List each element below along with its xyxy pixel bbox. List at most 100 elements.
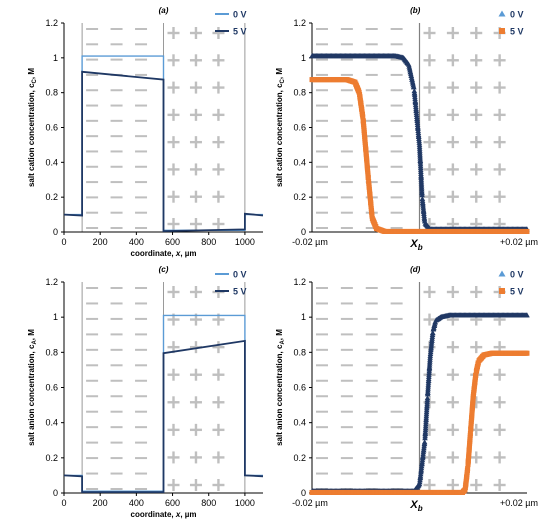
y-tick-label: 1.2 [45,277,58,287]
data-point [465,466,471,472]
legend-entry: 5 V [499,27,524,37]
y-tick-label: 0.4 [45,418,58,428]
boundary-label: Xb [409,238,422,252]
y-tick-label: 1 [301,53,306,63]
data-point [435,315,442,321]
x-tick-label-right: +0.02 µm [500,498,538,508]
data-point [410,84,417,90]
legend-entry: 0 V [498,270,524,280]
data-point [419,192,425,198]
series-five-v [63,70,264,233]
x-tick-label: 200 [93,498,108,508]
legend-swatch [498,270,506,277]
legend-label: 0 V [510,270,524,280]
y-tick-label: 0.6 [45,123,58,133]
legend-label: 5 V [510,287,524,297]
data-point [415,482,421,488]
data-point [480,354,486,360]
panel-d: 0 0.2 0.4 0.6 0.8 1 1.2 -0.02 µm +0.02 µm Xb salt … [275,265,538,513]
data-point [424,395,431,401]
y-tick-label: 0.6 [45,383,58,393]
x-tick-label-right: +0.02 µm [500,237,538,247]
data-point [427,354,433,360]
data-point [360,114,366,120]
y-axis-label: salt cation concentration, cC, M [275,68,286,187]
y-tick-label: 0.6 [293,123,306,133]
y-tick-label: 0.4 [45,157,58,167]
panel-c: 0 0.2 0.4 0.6 0.8 1 1.2 0 200 400 600 800 1000 coordi… [27,265,264,519]
y-tick-label: 0.2 [293,192,306,202]
panel-title: (d) [410,265,421,274]
data-point [365,175,371,181]
panel-title: (b) [410,6,421,15]
legend-label: 0 V [233,270,247,280]
x-tick-label: 0 [61,498,66,508]
y-axis-label: salt cation concentration, cC, M [27,68,38,187]
legend-swatch [498,10,506,17]
legend-label: 0 V [233,10,247,20]
y-tick-label: 0 [53,488,58,498]
panel-title: (a) [159,6,169,15]
legend-entry: 0 V [215,10,247,20]
data-point [378,227,384,233]
y-tick-label: 0.8 [45,88,58,98]
data-point [432,319,438,325]
series-line [63,339,264,494]
x-axis-label: coordinate, x, µm [131,249,197,258]
data-point [470,395,476,401]
y-tick-label: 1 [53,53,58,63]
series-zero-v [309,312,530,494]
y-tick-label: 1 [301,312,306,322]
y-tick-label: 0.4 [293,157,306,167]
x-tick-label: 200 [93,237,108,247]
panel-b: 0 0.2 0.4 0.6 0.8 1 1.2 -0.02 µm +0.02 µm Xb salt … [275,6,538,252]
series-line [63,70,264,233]
x-tick-label: 800 [201,237,216,247]
legend-entry: 5 V [215,287,247,297]
region-marks [316,27,506,230]
data-point [416,139,423,145]
data-point [473,372,479,378]
data-point [524,350,530,356]
y-tick-label: 1.2 [293,18,306,28]
legend-entry: 0 V [215,270,247,280]
data-point [467,430,473,436]
x-tick-label: 1000 [235,498,255,508]
y-axis-label: salt anion concentration, cA, M [27,329,38,446]
data-point [404,60,411,66]
legend-label: 5 V [233,27,247,37]
panel-title: (c) [159,265,169,274]
x-tick-label: 1000 [235,237,255,247]
data-point [475,360,481,366]
y-tick-label: 0.8 [45,347,58,357]
region-marks [86,27,225,230]
data-point [356,88,362,94]
legend-label: 0 V [510,10,524,20]
y-tick-label: 0.8 [293,347,306,357]
data-point [426,224,432,230]
series-five-v [309,77,530,234]
series-five-v [309,350,530,495]
y-tick-label: 0 [301,227,306,237]
series-five-v [63,339,264,494]
region-marks [86,286,225,491]
panel-a: 0 0.2 0.4 0.6 0.8 1 1.2 0 200 400 600 800 1000 coordi… [27,6,264,258]
x-tick-label: 600 [165,237,180,247]
boundary-label: Xb [409,499,422,513]
legend-entry: 5 V [499,287,524,297]
y-axis-label: salt anion concentration, cA, M [275,329,286,446]
data-point [373,224,379,230]
data-point [421,439,428,445]
y-tick-label: 0.6 [293,383,306,393]
y-tick-label: 0.8 [293,88,306,98]
data-point [524,312,530,318]
x-axis-label: coordinate, x, µm [131,510,197,519]
x-tick-label-left: -0.02 µm [292,498,328,508]
legend-entry: 5 V [215,27,247,37]
legend-entry: 0 V [498,10,524,20]
y-tick-label: 1.2 [293,277,306,287]
legend-swatch [499,28,505,34]
x-tick-label: 400 [129,237,144,247]
x-tick-label-left: -0.02 µm [292,237,328,247]
